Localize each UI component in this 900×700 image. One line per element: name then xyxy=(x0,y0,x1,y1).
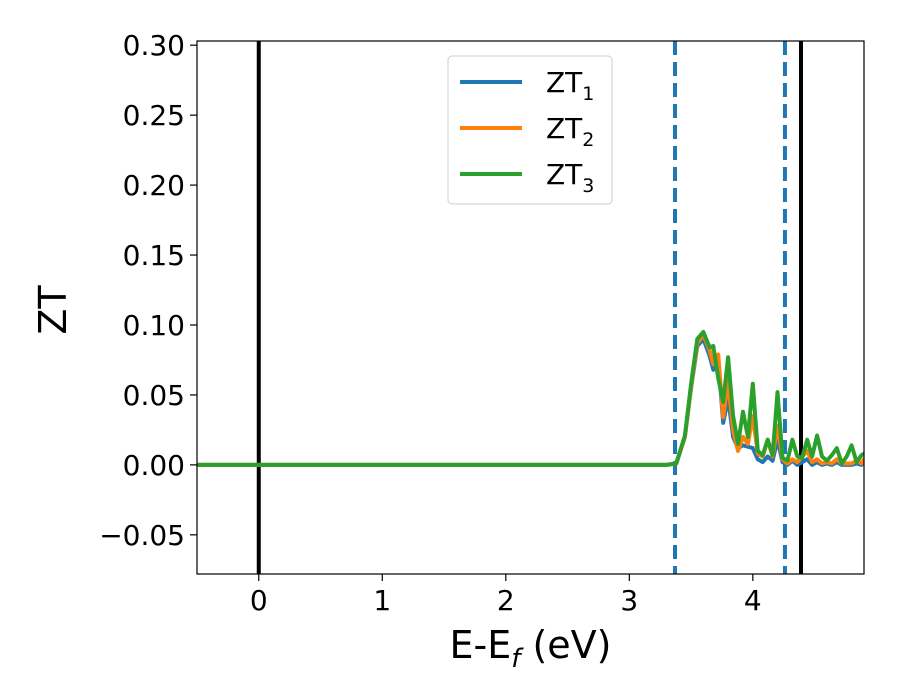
y-axis: −0.05 0.00 0.05 0.10 0.15 0.20 0.25 0.30 xyxy=(99,29,197,552)
y-tick-label: 0.25 xyxy=(123,99,185,132)
y-tick-label: 0.10 xyxy=(123,309,185,342)
y-tick-label: 0.30 xyxy=(123,29,185,62)
y-tick-label: 0.20 xyxy=(123,169,185,202)
legend-label-zt2: ZT2 xyxy=(546,112,594,151)
x-tick-label: 1 xyxy=(373,584,391,617)
y-tick-label: 0.00 xyxy=(123,449,185,482)
y-axis-label: ZT xyxy=(31,285,75,335)
x-tick-label: 0 xyxy=(250,584,268,617)
y-tick-label: 0.05 xyxy=(123,379,185,412)
series-lines xyxy=(197,330,864,467)
legend-label-zt1: ZT1 xyxy=(546,66,594,105)
x-tick-label: 4 xyxy=(744,584,762,617)
x-tick-label: 2 xyxy=(497,584,515,617)
legend: ZT1 ZT2 ZT3 xyxy=(447,55,613,205)
legend-label-zt3: ZT3 xyxy=(546,158,594,197)
y-tick-label: 0.15 xyxy=(123,239,185,272)
x-axis: 0 1 2 3 4 xyxy=(250,574,762,617)
x-tick-label: 3 xyxy=(620,584,638,617)
legend-box xyxy=(447,55,613,205)
series-line-zt3 xyxy=(197,330,864,467)
y-tick-label: −0.05 xyxy=(99,519,185,552)
reference-lines xyxy=(256,41,804,574)
plot-frame xyxy=(196,40,865,575)
x-axis-label: E-Ef (eV) xyxy=(450,623,612,674)
